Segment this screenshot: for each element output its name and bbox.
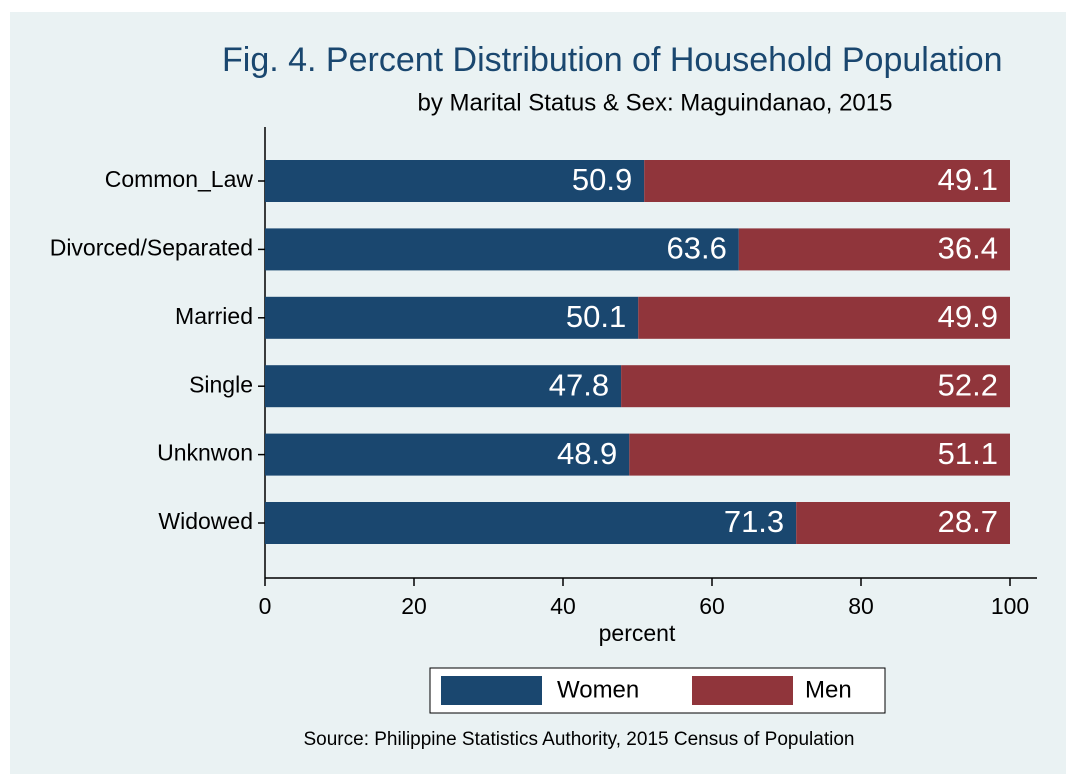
bar-segment <box>265 365 622 408</box>
y-tick-label: Unknwon <box>157 440 253 466</box>
x-tick-label: 100 <box>991 593 1029 619</box>
y-tick-label: Common_Law <box>105 166 254 192</box>
x-tick-label: 60 <box>699 593 725 619</box>
chart-subtitle: by Marital Status & Sex: Maguindanao, 20… <box>418 89 893 116</box>
data-label: 63.6 <box>666 231 726 266</box>
data-label: 28.7 <box>938 504 998 539</box>
x-tick-label: 40 <box>550 593 576 619</box>
data-label: 49.9 <box>938 299 998 334</box>
y-tick-label: Married <box>175 303 253 329</box>
legend-label: Women <box>557 676 639 703</box>
data-label: 52.2 <box>938 367 998 402</box>
bar-segment <box>796 502 1010 544</box>
bar-segment <box>265 296 639 339</box>
data-label: 50.9 <box>572 162 632 197</box>
legend-swatch <box>692 676 793 705</box>
chart-title: Fig. 4. Percent Distribution of Househol… <box>222 41 1003 79</box>
data-label: 48.9 <box>557 436 617 471</box>
data-label: 50.1 <box>566 299 626 334</box>
bar-segment <box>265 160 645 202</box>
x-tick-label: 80 <box>848 593 874 619</box>
x-tick-label: 20 <box>401 593 427 619</box>
y-tick-label: Single <box>189 371 253 397</box>
data-label: 47.8 <box>549 367 609 402</box>
x-axis-label: percent <box>599 620 676 646</box>
bar-segment <box>638 296 1010 339</box>
data-label: 51.1 <box>938 436 998 471</box>
y-tick-label: Divorced/Separated <box>50 234 253 260</box>
source-note: Source: Philippine Statistics Authority,… <box>304 729 855 750</box>
data-label: 49.1 <box>938 162 998 197</box>
data-label: 36.4 <box>938 231 998 266</box>
bar-segment <box>265 502 797 544</box>
y-tick-label: Widowed <box>158 508 253 534</box>
bar-segment <box>265 433 630 476</box>
bar-segment <box>621 365 1010 408</box>
bar-segment <box>738 228 1010 271</box>
bar-segment <box>629 433 1010 476</box>
bar-segment <box>644 160 1010 202</box>
legend-label: Men <box>805 676 852 703</box>
legend-swatch <box>441 676 542 705</box>
data-label: 71.3 <box>724 504 784 539</box>
bar-segment <box>265 228 739 271</box>
x-tick-label: 0 <box>259 593 272 619</box>
